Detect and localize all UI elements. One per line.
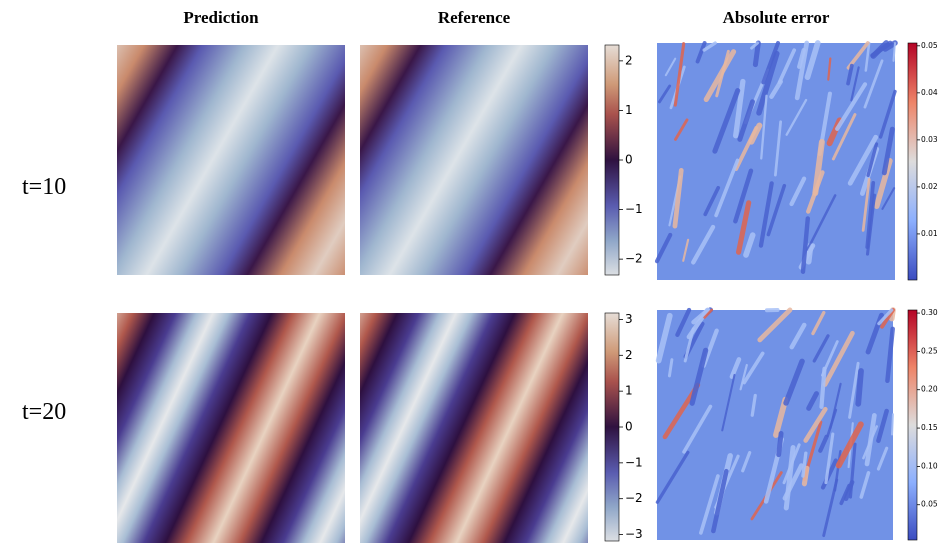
colorbar <box>908 310 917 540</box>
colorbar-tick-label: 1 <box>625 384 633 398</box>
colorbar-tick-label: 0.25 <box>921 346 938 355</box>
colorbar-tick-label: 0 <box>625 153 633 167</box>
reference-map <box>360 313 588 543</box>
colorbar <box>908 43 917 280</box>
column-title: Absolute error <box>723 8 830 27</box>
row-label: t=20 <box>22 399 66 425</box>
error-streak <box>892 414 893 434</box>
column-title: Reference <box>438 8 511 27</box>
colorbar-tick-label: 0 <box>625 420 633 434</box>
reference-map <box>360 45 588 275</box>
colorbar-tick-label: 1 <box>625 103 633 117</box>
colorbar-tick-label: 0.04 <box>921 88 938 97</box>
colorbar-tick-label: 0.20 <box>921 385 938 394</box>
colorbar-tick-label: 0.15 <box>921 423 938 432</box>
colorbar-tick-label: 0.01 <box>921 229 938 238</box>
colorbar-tick-label: −2 <box>625 491 643 505</box>
colorbar-tick-label: 3 <box>625 312 633 326</box>
error-map <box>657 43 895 280</box>
colorbar-tick-label: −3 <box>625 527 643 541</box>
prediction-map <box>117 313 345 543</box>
column-title: Prediction <box>183 8 259 27</box>
row-label: t=10 <box>22 174 66 200</box>
colorbar <box>605 313 619 541</box>
colorbar-tick-label: 0.30 <box>921 308 938 317</box>
prediction-map <box>117 45 345 275</box>
error-streak <box>858 371 861 404</box>
colorbar-tick-label: 0.03 <box>921 135 938 144</box>
colorbar-tick-label: −1 <box>625 455 643 469</box>
colorbar-tick-label: 0.10 <box>921 461 938 470</box>
colorbar-tick-label: 2 <box>625 53 633 67</box>
colorbar-tick-label: −2 <box>625 252 643 266</box>
colorbar-tick-label: −1 <box>625 202 643 216</box>
colorbar-tick-label: 0.05 <box>921 41 938 50</box>
colorbar-tick-label: 0.02 <box>921 182 938 191</box>
colorbar <box>605 45 619 275</box>
colorbar-tick-label: 0.05 <box>921 500 938 509</box>
error-streak <box>779 433 781 454</box>
colorbar-tick-label: 2 <box>625 348 633 362</box>
figure: Prediction Reference Absolute error t=10… <box>0 0 950 545</box>
error-map <box>657 310 893 540</box>
